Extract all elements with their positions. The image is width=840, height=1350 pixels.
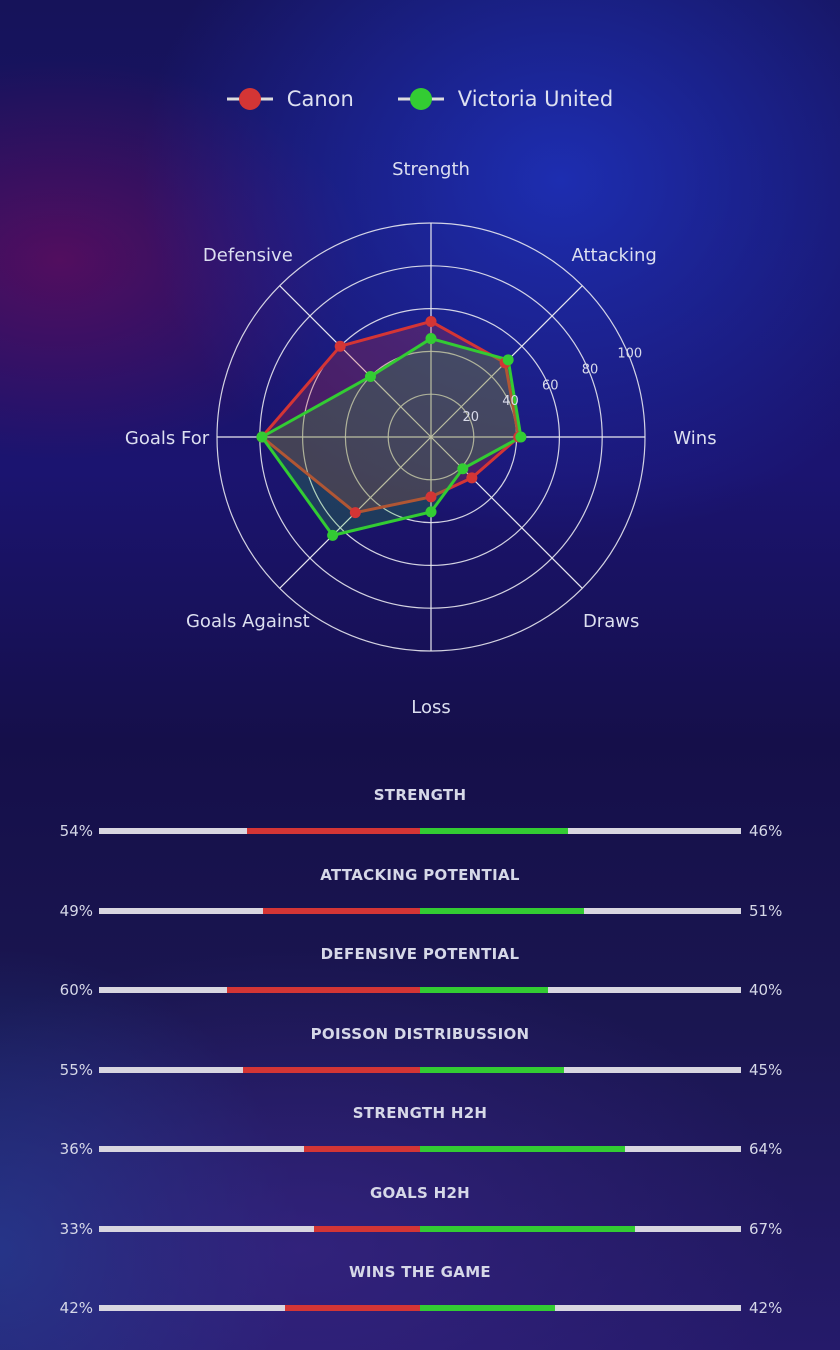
canon-percent: 55% [59,1060,93,1079]
comparison-bar-track [99,1066,741,1073]
comparison-row: STRENGTH 54% 46% [0,780,840,860]
canon-percent: 60% [59,981,93,999]
data-point [457,463,469,475]
data-point [425,491,437,503]
axis-label: Goals Against [186,611,310,632]
legend-label: Canon [286,87,354,111]
comparison-bar-track [99,828,741,834]
canon-percent: 42% [59,1299,93,1317]
grid-spoke [430,436,583,589]
data-point [425,506,437,518]
axis-label: Goals For [125,428,210,449]
canon-bar [285,1305,420,1311]
comparison-bar-track [99,1146,741,1152]
comparison-bar-track [99,1225,741,1232]
data-point [327,529,339,541]
grid-spoke [279,285,432,438]
axis-label: Wins [673,428,716,449]
data-point [364,370,376,382]
comparison-bar-track [99,907,741,914]
victoria-percent: 40% [749,981,783,999]
data-point [425,333,437,345]
comparison-bar-track [99,1305,741,1311]
comparison-row: STRENGTH H2H 36% 64% [0,1098,840,1178]
victoria-bar [420,1066,565,1073]
data-point [349,507,361,519]
radial-tick-label: 60 [542,378,559,393]
victoria-bar [420,907,584,914]
data-point [515,431,527,443]
comparison-title: STRENGTH H2H [352,1104,488,1122]
canon-percent: 36% [59,1140,93,1158]
canon-bar [304,1146,420,1152]
canon-bar [246,828,420,834]
comparison-title: POISSON DISTRIBUSSION [310,1024,530,1043]
victoria-percent: 51% [749,901,783,920]
comparison-row: GOALS H2H 33% 67% [0,1178,840,1258]
victoria-bar [420,1305,555,1311]
axis-label: Draws [583,611,639,632]
canon-bar [314,1225,420,1232]
axis-label: Strength [392,159,470,180]
legend-item-canon[interactable]: Canon [226,86,354,112]
radial-tick-label: 20 [462,410,479,425]
comparison-row: WINS THE GAME 42% 42% [0,1257,840,1337]
comparison-title: GOALS H2H [369,1183,471,1202]
canon-percent: 33% [59,1219,93,1238]
victoria-bar [420,987,549,993]
victoria-percent: 67% [749,1219,783,1238]
radial-tick-label: 100 [617,347,642,362]
victoria-percent: 45% [749,1060,783,1079]
comparison-bar-track [99,987,741,993]
comparison-title: DEFENSIVE POTENTIAL [320,945,520,963]
canon-marker-icon [226,88,273,110]
radial-tick-label: 80 [582,362,599,377]
legend-label: Victoria United [457,87,614,111]
canon-bar [227,987,420,993]
axis-label: Attacking [571,245,656,266]
victoria-bar [420,1225,636,1232]
victoria-percent: 46% [749,822,783,840]
canon-bar [262,907,420,914]
canon-percent: 49% [59,901,93,920]
canon-percent: 54% [59,822,93,840]
data-point [466,472,478,484]
legend-item-victoria-united[interactable]: Victoria United [397,86,614,112]
comparison-title: STRENGTH [373,786,467,804]
radar-chart: 20 40 60 80 100 Strength Attacking Wins Draws Los… [125,159,717,718]
axis-label: Loss [411,697,450,718]
axis-label: Defensive [203,245,293,266]
comparison-title: WINS THE GAME [349,1263,491,1281]
data-point [256,431,268,443]
canon-bar [243,1066,420,1073]
data-point [425,315,437,327]
data-point [334,340,346,352]
comparison-title: ATTACKING POTENTIAL [320,865,520,884]
comparison-row: POISSON DISTRIBUSSION 55% 45% [0,1019,840,1099]
victoria-marker-icon [397,88,444,110]
comparison-bars: STRENGTH 54% 46% ATTACKING POTENTIAL 49% … [0,780,840,1337]
legend: Canon Victoria United [0,86,840,112]
comparison-row: ATTACKING POTENTIAL 49% 51% [0,860,840,940]
victoria-bar [420,1146,626,1152]
comparison-row: DEFENSIVE POTENTIAL 60% 40% [0,939,840,1019]
victoria-percent: 64% [749,1140,783,1158]
victoria-bar [420,828,568,834]
victoria-percent: 42% [749,1299,783,1317]
radial-tick-label: 40 [502,394,519,409]
data-point [502,354,514,366]
